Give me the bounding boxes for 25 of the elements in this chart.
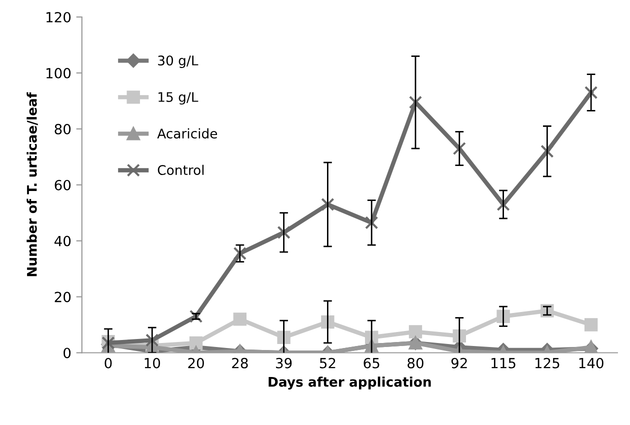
y-tick-label: 60: [54, 180, 71, 190]
x-tick-label: 39: [276, 358, 292, 368]
x-tick-label: 52: [320, 358, 336, 368]
y-tick-label: 120: [46, 12, 71, 22]
x-axis-title: Days after application: [268, 376, 431, 390]
x-tick-label: 140: [579, 358, 604, 368]
y-tick-label: 40: [54, 236, 71, 246]
x-tick-label: 80: [408, 358, 424, 368]
x-tick-label: 65: [364, 358, 380, 368]
legend-label: Acaricide: [157, 128, 218, 139]
x-tick-label: 0: [104, 358, 112, 368]
legend-label: Control: [158, 164, 204, 176]
x-tick-label: 125: [535, 358, 560, 368]
y-axis-title: Number of T. urticae/leaf: [26, 92, 38, 276]
x-tick-label: 92: [451, 358, 467, 368]
legend-label: 30 g/L: [158, 55, 198, 68]
x-tick-label: 10: [144, 358, 160, 368]
x-tick-label: 28: [232, 358, 248, 368]
legend-label: 15 g/L: [158, 92, 198, 105]
y-tick-label: 100: [46, 68, 71, 78]
x-tick-label: 20: [188, 358, 204, 368]
x-tick-label: 115: [492, 358, 516, 368]
y-tick-label: 0: [64, 348, 71, 358]
y-tick-label: 20: [54, 292, 71, 302]
y-tick-label: 80: [54, 124, 71, 134]
